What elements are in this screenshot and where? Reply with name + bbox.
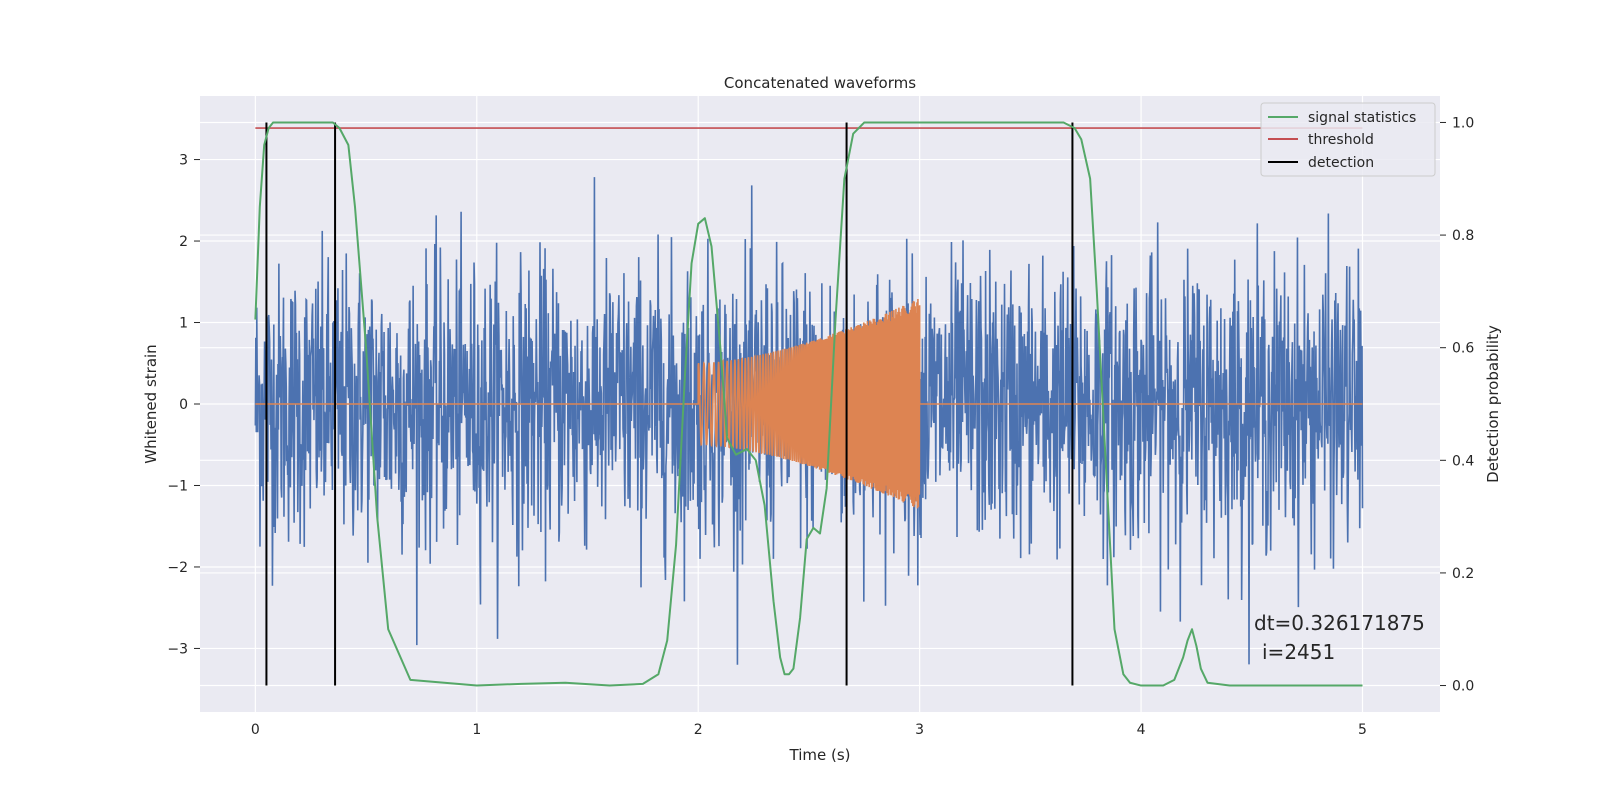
x-tick-label: 4 xyxy=(1137,722,1146,738)
y-tick-label: −2 xyxy=(167,560,188,576)
y-tick-label: −1 xyxy=(167,478,188,494)
y-tick-label: 3 xyxy=(179,153,188,169)
x-tick-label: 5 xyxy=(1358,722,1367,738)
x-tick-label: 1 xyxy=(472,722,481,738)
annotation-dt: dt=0.326171875 xyxy=(1254,611,1425,635)
y2-axis-label: Detection probability xyxy=(1484,325,1502,483)
y-axis-ticks: 3 2 1 0 −1 −2 −3 xyxy=(167,153,200,657)
y2-axis-ticks: 0.0 0.2 0.4 0.6 0.8 1.0 xyxy=(1440,115,1474,695)
x-tick-label: 3 xyxy=(915,722,924,738)
y-tick-label: 2 xyxy=(179,234,188,250)
y2-tick-label: 1.0 xyxy=(1452,115,1474,131)
y-tick-label: 1 xyxy=(179,316,188,332)
y-axis-label: Whitened strain xyxy=(142,344,160,463)
x-axis-label: Time (s) xyxy=(789,746,851,764)
x-tick-label: 0 xyxy=(251,722,260,738)
y2-tick-label: 0.8 xyxy=(1452,228,1474,244)
plot-series xyxy=(254,121,1364,687)
chart-title: Concatenated waveforms xyxy=(724,74,916,92)
y2-tick-label: 0.6 xyxy=(1452,341,1474,357)
annotation-i: i=2451 xyxy=(1262,640,1335,664)
legend-label-threshold: threshold xyxy=(1308,132,1374,148)
y-tick-label: −3 xyxy=(167,641,188,657)
legend-label-signal-statistics: signal statistics xyxy=(1308,110,1416,126)
legend-label-detection: detection xyxy=(1308,155,1374,171)
y2-tick-label: 0.2 xyxy=(1452,566,1474,582)
legend-box xyxy=(1260,102,1436,177)
x-axis-ticks: 0 1 2 3 4 5 xyxy=(251,722,1367,738)
y2-tick-label: 0.4 xyxy=(1452,453,1474,469)
x-tick-label: 2 xyxy=(694,722,703,738)
injection-series-line xyxy=(255,299,1363,509)
legend: signal statistics threshold detection xyxy=(1260,102,1436,177)
signal-statistics-line xyxy=(254,121,1363,687)
y-tick-label: 0 xyxy=(179,397,188,413)
y2-tick-label: 0.0 xyxy=(1452,679,1474,695)
